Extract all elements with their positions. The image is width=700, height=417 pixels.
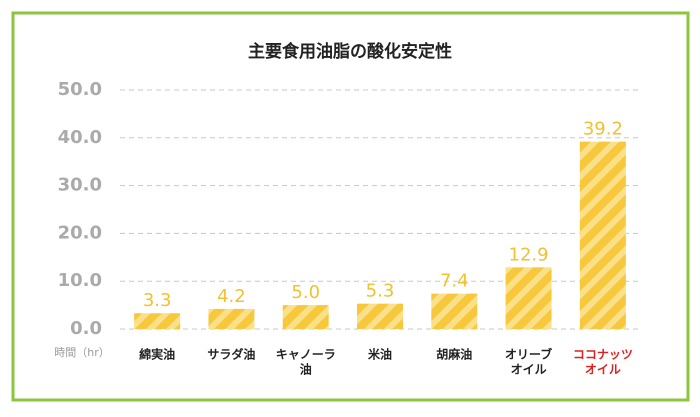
y-tick-label: 20.0 [58,222,102,243]
x-tick-label: オリーブ [505,347,552,362]
x-tick-label: 米油 [368,347,392,362]
value-label: 7.4 [440,271,469,292]
x-tick-label: 油 [300,362,312,377]
y-axis-label: 時間（hr） [54,346,110,359]
x-tick-label: オイル [511,363,547,377]
bar [357,303,403,329]
x-tick-label: 綿実油 [139,347,175,362]
bar [579,141,626,329]
bar [208,308,255,329]
x-tick-label: オイル [585,363,621,377]
y-tick-label: 40.0 [58,127,102,148]
bar [134,313,181,329]
value-label: 4.2 [217,286,246,307]
y-tick-label: 10.0 [58,270,102,291]
value-label: 39.2 [583,119,623,140]
x-tick-label: ココナッツ [573,348,633,362]
frame [11,11,690,402]
x-tick-label: 胡麻油 [436,347,472,362]
value-label: 12.9 [509,244,549,265]
chart-title: 主要食用油脂の酸化安定性 [248,41,452,62]
bar [505,267,552,329]
x-tick-label: キャノーラ [276,348,336,362]
y-tick-label: 30.0 [58,175,102,196]
bar [282,305,329,329]
value-label: 3.3 [143,290,172,311]
y-tick-label: 50.0 [58,79,102,100]
x-tick-label: サラダ油 [207,347,255,362]
value-label: 5.0 [291,282,320,303]
value-label: 5.3 [366,281,395,302]
y-tick-label: 0.0 [70,318,102,339]
bar [431,293,478,329]
